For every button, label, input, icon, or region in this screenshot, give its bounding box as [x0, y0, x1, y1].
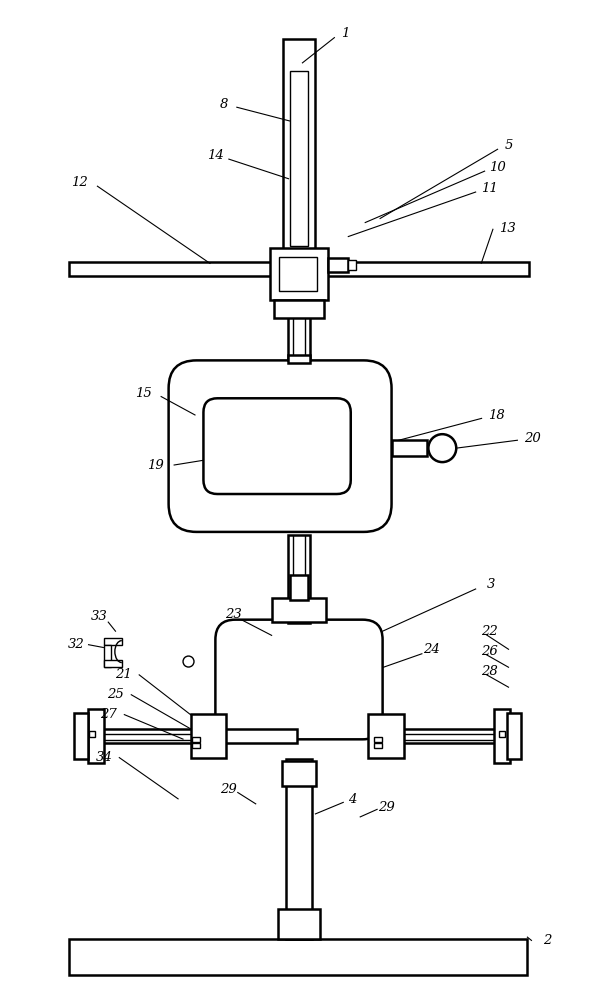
Bar — [272, 598, 326, 622]
Text: 21: 21 — [116, 668, 132, 681]
Text: 26: 26 — [481, 645, 498, 658]
FancyBboxPatch shape — [203, 398, 351, 494]
Bar — [104, 645, 111, 667]
Bar — [288, 296, 310, 360]
Bar — [494, 709, 510, 763]
Bar — [392, 440, 427, 456]
Text: 25: 25 — [107, 688, 124, 701]
Bar — [368, 714, 403, 758]
Bar — [278, 909, 320, 939]
Circle shape — [183, 656, 194, 667]
Bar — [69, 262, 529, 276]
Text: 14: 14 — [207, 149, 224, 162]
Text: 8: 8 — [220, 98, 228, 111]
Bar — [283, 39, 315, 251]
Text: 28: 28 — [481, 665, 498, 678]
Bar — [74, 713, 88, 759]
Text: 11: 11 — [481, 182, 498, 195]
Bar — [282, 761, 316, 786]
FancyBboxPatch shape — [169, 360, 392, 532]
Text: 32: 32 — [68, 638, 85, 651]
Circle shape — [429, 434, 457, 462]
Bar — [69, 939, 527, 975]
Text: 10: 10 — [489, 161, 505, 174]
Bar — [270, 248, 328, 300]
Bar — [279, 257, 317, 291]
Bar — [193, 737, 200, 742]
Bar — [191, 714, 226, 758]
Text: 1: 1 — [340, 27, 349, 40]
Bar — [193, 743, 200, 748]
Text: 18: 18 — [488, 409, 504, 422]
Text: 20: 20 — [524, 432, 541, 445]
Bar — [104, 660, 122, 667]
FancyBboxPatch shape — [215, 620, 383, 739]
Bar — [288, 535, 310, 623]
Bar — [274, 300, 324, 318]
Bar — [88, 709, 104, 763]
Bar — [399, 729, 499, 743]
Bar — [290, 71, 308, 246]
Text: 23: 23 — [225, 608, 241, 621]
Bar — [507, 713, 521, 759]
Text: 34: 34 — [95, 751, 112, 764]
Text: 3: 3 — [487, 578, 495, 591]
Bar — [348, 260, 356, 270]
Bar — [104, 638, 122, 645]
Bar — [288, 355, 310, 363]
Bar — [290, 575, 308, 600]
Text: 2: 2 — [542, 934, 551, 947]
Bar — [286, 759, 312, 939]
Bar — [374, 737, 381, 742]
Text: 22: 22 — [481, 625, 498, 638]
Text: 29: 29 — [220, 783, 237, 796]
Text: 19: 19 — [147, 459, 164, 472]
Text: 33: 33 — [91, 610, 107, 623]
Bar — [96, 729, 297, 743]
Bar — [89, 731, 95, 737]
Text: 13: 13 — [499, 222, 516, 235]
Text: 4: 4 — [347, 793, 356, 806]
Text: 24: 24 — [423, 643, 440, 656]
Text: 12: 12 — [71, 176, 88, 189]
Bar — [328, 258, 348, 272]
Text: 29: 29 — [378, 801, 395, 814]
Bar — [499, 731, 505, 737]
Text: 27: 27 — [101, 708, 117, 721]
Bar — [374, 743, 381, 748]
Text: 15: 15 — [135, 387, 152, 400]
Text: 5: 5 — [505, 139, 513, 152]
